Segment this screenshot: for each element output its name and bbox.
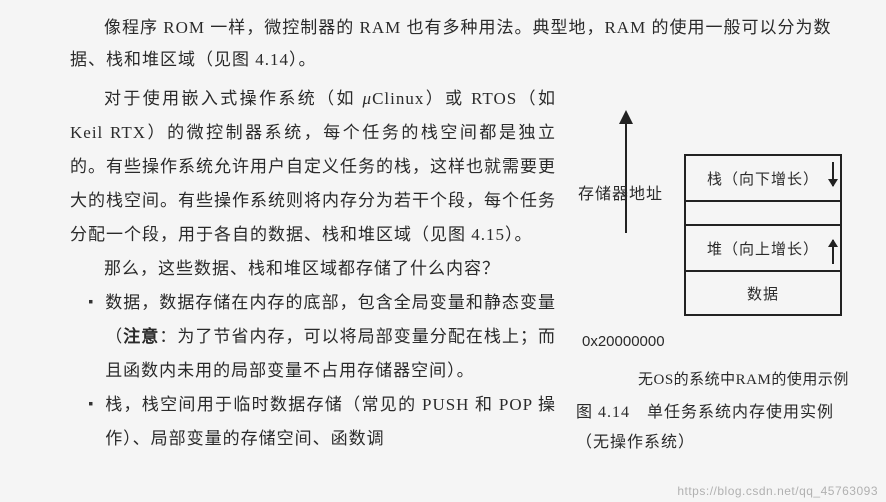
two-column-row: 对于使用嵌入式操作系统（如 μClinux）或 RTOS（如 Keil RTX）… — [70, 82, 866, 458]
text-span: ：为了节省内存，可以将局部变量分配在栈上；而且函数内未用的局部变量不占用存储器空… — [105, 327, 556, 380]
box-heap-label: 堆（向上增长） — [707, 238, 819, 259]
diagram-subcaption: 无OS的系统中RAM的使用示例 — [638, 368, 849, 389]
text-span: 对于使用嵌入式操作系统（如 — [104, 89, 363, 108]
text-span: 栈，栈空间用于临时数据存储（常见的 PUSH 和 POP 操作）、局部变量的存储… — [105, 395, 556, 448]
box-gap — [686, 200, 840, 226]
memory-axis-label: 存储器地址 — [578, 180, 663, 204]
page-scan: 像程序 ROM 一样，微控制器的 RAM 也有多种用法。典型地，RAM 的使用一… — [0, 0, 886, 502]
paragraph-intro: 像程序 ROM 一样，微控制器的 RAM 也有多种用法。典型地，RAM 的使用一… — [70, 12, 866, 76]
figure-column: 存储器地址 栈（向下增长） 堆（向上增长） 数据 0x200000 — [576, 82, 866, 458]
paragraph-os: 对于使用嵌入式操作系统（如 μClinux）或 RTOS（如 Keil RTX）… — [70, 82, 556, 252]
box-data-label: 数据 — [747, 283, 779, 304]
list-item: 数据，数据存储在内存的底部，包含全局变量和静态变量（注意：为了节省内存，可以将局… — [105, 286, 556, 388]
memory-boxes: 栈（向下增长） 堆（向上增长） 数据 — [684, 154, 842, 316]
text-column: 对于使用嵌入式操作系统（如 μClinux）或 RTOS（如 Keil RTX）… — [70, 82, 576, 458]
box-heap: 堆（向上增长） — [686, 226, 840, 270]
paragraph-question: 那么，这些数据、栈和堆区域都存储了什么内容？ — [70, 252, 556, 286]
box-data: 数据 — [686, 270, 840, 314]
note-bold: 注意 — [123, 327, 159, 346]
list-item: 栈，栈空间用于临时数据存储（常见的 PUSH 和 POP 操作）、局部变量的存储… — [105, 388, 556, 456]
mu-glyph: μ — [363, 89, 373, 108]
watermark-text: https://blog.csdn.net/qq_45763093 — [677, 484, 878, 498]
text-span: Clinux）或 RTOS（如 Keil RTX）的微控制器系统，每个任务的栈空… — [70, 89, 556, 244]
base-address-label: 0x20000000 — [582, 333, 665, 350]
figure-caption: 图 4.14 单任务系统内存使用实例（无操作系统） — [576, 398, 866, 458]
box-stack: 栈（向下增长） — [686, 156, 840, 200]
arrow-shaft — [625, 118, 627, 233]
box-stack-label: 栈（向下增长） — [707, 168, 819, 189]
bullet-list: 数据，数据存储在内存的底部，包含全局变量和静态变量（注意：为了节省内存，可以将局… — [70, 286, 556, 456]
arrow-up-small-icon — [832, 240, 834, 264]
arrow-down-icon — [832, 162, 834, 186]
ram-diagram: 存储器地址 栈（向下增长） 堆（向上增长） 数据 0x200000 — [576, 88, 856, 398]
